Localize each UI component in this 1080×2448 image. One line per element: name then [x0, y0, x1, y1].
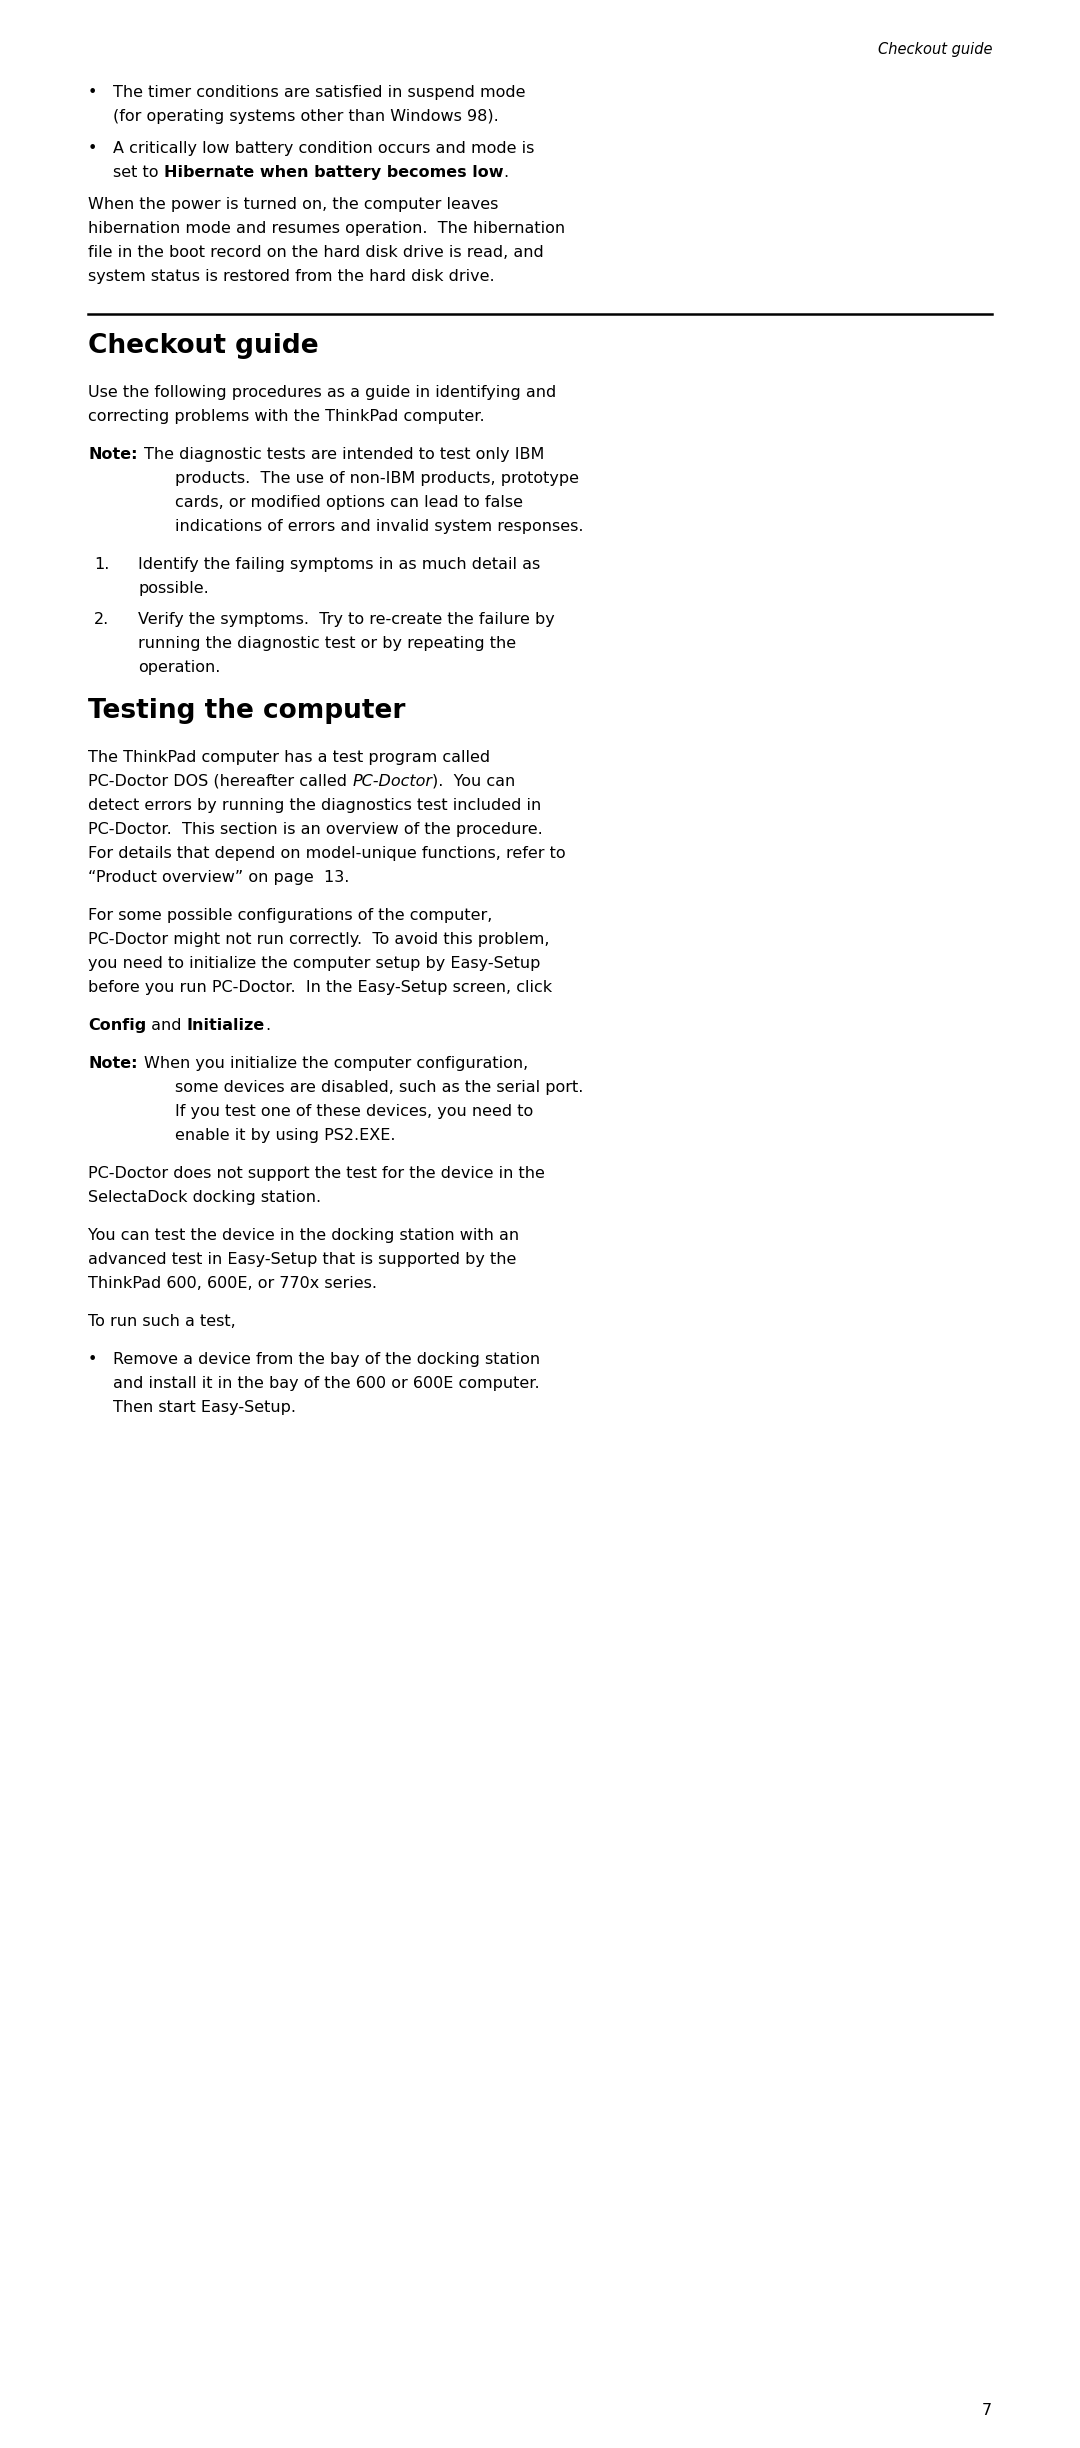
Text: hibernation mode and resumes operation.  The hibernation: hibernation mode and resumes operation. …	[87, 220, 565, 235]
Text: You can test the device in the docking station with an: You can test the device in the docking s…	[87, 1229, 519, 1244]
Text: Checkout guide: Checkout guide	[877, 42, 993, 56]
Text: possible.: possible.	[138, 580, 208, 595]
Text: operation.: operation.	[138, 661, 220, 676]
Text: Testing the computer: Testing the computer	[87, 698, 405, 725]
Text: correcting problems with the ThinkPad computer.: correcting problems with the ThinkPad co…	[87, 409, 485, 424]
Text: ThinkPad 600, 600E, or 770x series.: ThinkPad 600, 600E, or 770x series.	[87, 1275, 377, 1290]
Text: and install it in the bay of the 600 or 600E computer.: and install it in the bay of the 600 or …	[113, 1376, 540, 1390]
Text: and: and	[146, 1018, 187, 1033]
Text: The timer conditions are satisfied in suspend mode: The timer conditions are satisfied in su…	[113, 86, 526, 100]
Text: Note:: Note:	[87, 448, 137, 463]
Text: •: •	[87, 1351, 97, 1366]
Text: before you run PC-Doctor.  In the Easy-Setup screen, click: before you run PC-Doctor. In the Easy-Se…	[87, 979, 552, 994]
Text: PC-Doctor might not run correctly.  To avoid this problem,: PC-Doctor might not run correctly. To av…	[87, 933, 550, 947]
Text: PC-Doctor: PC-Doctor	[352, 774, 432, 788]
Text: set to: set to	[113, 164, 164, 181]
Text: file in the boot record on the hard disk drive is read, and: file in the boot record on the hard disk…	[87, 245, 543, 259]
Text: 7: 7	[982, 2404, 993, 2419]
Text: Note:: Note:	[87, 1055, 137, 1072]
Text: detect errors by running the diagnostics test included in: detect errors by running the diagnostics…	[87, 798, 541, 813]
Text: The ThinkPad computer has a test program called: The ThinkPad computer has a test program…	[87, 749, 490, 764]
Text: When the power is turned on, the computer leaves: When the power is turned on, the compute…	[87, 196, 498, 213]
Text: ).  You can: ). You can	[432, 774, 515, 788]
Text: advanced test in Easy-Setup that is supported by the: advanced test in Easy-Setup that is supp…	[87, 1251, 516, 1268]
Text: you need to initialize the computer setup by Easy-Setup: you need to initialize the computer setu…	[87, 957, 540, 972]
Text: PC-Doctor DOS (hereafter called: PC-Doctor DOS (hereafter called	[87, 774, 352, 788]
Text: •: •	[87, 142, 97, 157]
Text: cards, or modified options can lead to false: cards, or modified options can lead to f…	[175, 494, 523, 509]
Text: Checkout guide: Checkout guide	[87, 333, 319, 360]
Text: PC-Doctor.  This section is an overview of the procedure.: PC-Doctor. This section is an overview o…	[87, 823, 543, 837]
Text: Then start Easy-Setup.: Then start Easy-Setup.	[113, 1400, 296, 1415]
Text: enable it by using PS2.EXE.: enable it by using PS2.EXE.	[175, 1129, 395, 1143]
Text: products.  The use of non-IBM products, prototype: products. The use of non-IBM products, p…	[175, 470, 579, 487]
Text: “Product overview” on page  13.: “Product overview” on page 13.	[87, 869, 349, 886]
Text: If you test one of these devices, you need to: If you test one of these devices, you ne…	[175, 1104, 534, 1119]
Text: The diagnostic tests are intended to test only IBM: The diagnostic tests are intended to tes…	[144, 448, 544, 463]
Text: .: .	[265, 1018, 270, 1033]
Text: Remove a device from the bay of the docking station: Remove a device from the bay of the dock…	[113, 1351, 540, 1366]
Text: Use the following procedures as a guide in identifying and: Use the following procedures as a guide …	[87, 384, 556, 399]
Text: some devices are disabled, such as the serial port.: some devices are disabled, such as the s…	[175, 1080, 583, 1094]
Text: Initialize: Initialize	[187, 1018, 265, 1033]
Text: SelectaDock docking station.: SelectaDock docking station.	[87, 1190, 321, 1204]
Text: PC-Doctor does not support the test for the device in the: PC-Doctor does not support the test for …	[87, 1165, 545, 1180]
Text: When you initialize the computer configuration,: When you initialize the computer configu…	[144, 1055, 528, 1072]
Text: 1.: 1.	[94, 558, 109, 573]
Text: (for operating systems other than Windows 98).: (for operating systems other than Window…	[113, 110, 499, 125]
Text: For some possible configurations of the computer,: For some possible configurations of the …	[87, 908, 492, 923]
Text: A critically low battery condition occurs and mode is: A critically low battery condition occur…	[113, 142, 535, 157]
Text: •: •	[87, 86, 97, 100]
Text: Verify the symptoms.  Try to re-create the failure by: Verify the symptoms. Try to re-create th…	[138, 612, 555, 627]
Text: Hibernate when battery becomes low: Hibernate when battery becomes low	[164, 164, 503, 181]
Text: For details that depend on model-unique functions, refer to: For details that depend on model-unique …	[87, 847, 566, 862]
Text: indications of errors and invalid system responses.: indications of errors and invalid system…	[175, 519, 583, 534]
Text: Identify the failing symptoms in as much detail as: Identify the failing symptoms in as much…	[138, 558, 540, 573]
Text: system status is restored from the hard disk drive.: system status is restored from the hard …	[87, 269, 495, 284]
Text: Config: Config	[87, 1018, 146, 1033]
Text: .: .	[503, 164, 509, 181]
Text: To run such a test,: To run such a test,	[87, 1315, 235, 1329]
Text: 2.: 2.	[94, 612, 109, 627]
Text: running the diagnostic test or by repeating the: running the diagnostic test or by repeat…	[138, 636, 516, 651]
